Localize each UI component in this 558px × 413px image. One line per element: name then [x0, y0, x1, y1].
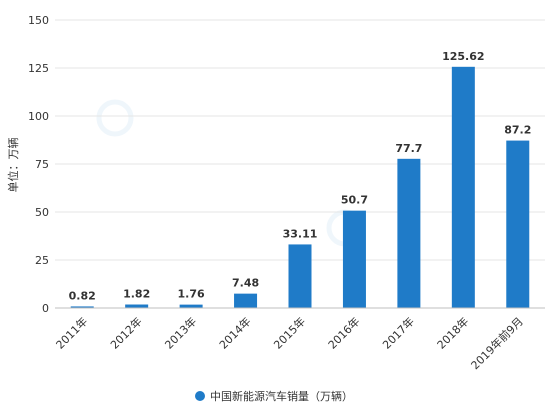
data-label: 7.48: [232, 277, 259, 290]
data-label: 50.7: [341, 194, 368, 207]
legend-label: 中国新能源汽车销量（万辆）: [210, 389, 353, 403]
data-labels: 0.82 1.82 1.76 7.48 33.11 50.7 77.7 125.62 87.2: [69, 50, 532, 303]
y-axis-ticks: 0 25 50 75 100 125 150: [28, 14, 49, 315]
bars: [70, 66, 530, 308]
y-tick-label: 25: [35, 254, 49, 267]
x-axis-ticks: 2011年 2012年 2013年 2014年 2015年 2016年 2017年 2018年…: [53, 314, 526, 372]
data-label: 1.76: [178, 288, 205, 301]
data-label: 125.62: [442, 50, 484, 63]
x-tick-label: 2017年: [380, 314, 417, 351]
watermark-icon: [96, 99, 364, 247]
data-label: 77.7: [395, 142, 422, 155]
bar: [288, 244, 312, 308]
y-tick-label: 100: [28, 110, 49, 123]
bar: [451, 66, 475, 308]
bar: [125, 304, 149, 308]
bar: [234, 293, 258, 308]
legend-marker: [195, 391, 205, 401]
x-tick-label: 2013年: [162, 314, 199, 351]
x-tick-label: 2019年前9月: [468, 314, 526, 372]
y-tick-label: 75: [35, 158, 49, 171]
x-tick-label: 2015年: [271, 314, 308, 351]
bar: [397, 158, 421, 308]
x-tick-label: 2016年: [325, 314, 362, 351]
bar: [70, 306, 94, 308]
x-tick-label: 2014年: [216, 314, 253, 351]
data-label: 1.82: [123, 288, 150, 301]
y-axis-label: 单位：万辆: [6, 138, 20, 193]
bar: [506, 140, 530, 308]
data-label: 33.11: [283, 227, 318, 240]
y-tick-label: 50: [35, 206, 49, 219]
x-tick-label: 2018年: [434, 314, 471, 351]
x-tick-label: 2012年: [107, 314, 144, 351]
y-tick-label: 125: [28, 62, 49, 75]
data-label: 87.2: [504, 124, 531, 137]
y-tick-label: 0: [42, 302, 49, 315]
legend: 中国新能源汽车销量（万辆）: [195, 389, 353, 403]
y-tick-label: 150: [28, 14, 49, 27]
bar: [342, 210, 366, 308]
data-label: 0.82: [69, 289, 96, 302]
bar: [179, 304, 203, 308]
x-tick-label: 2011年: [53, 314, 90, 351]
